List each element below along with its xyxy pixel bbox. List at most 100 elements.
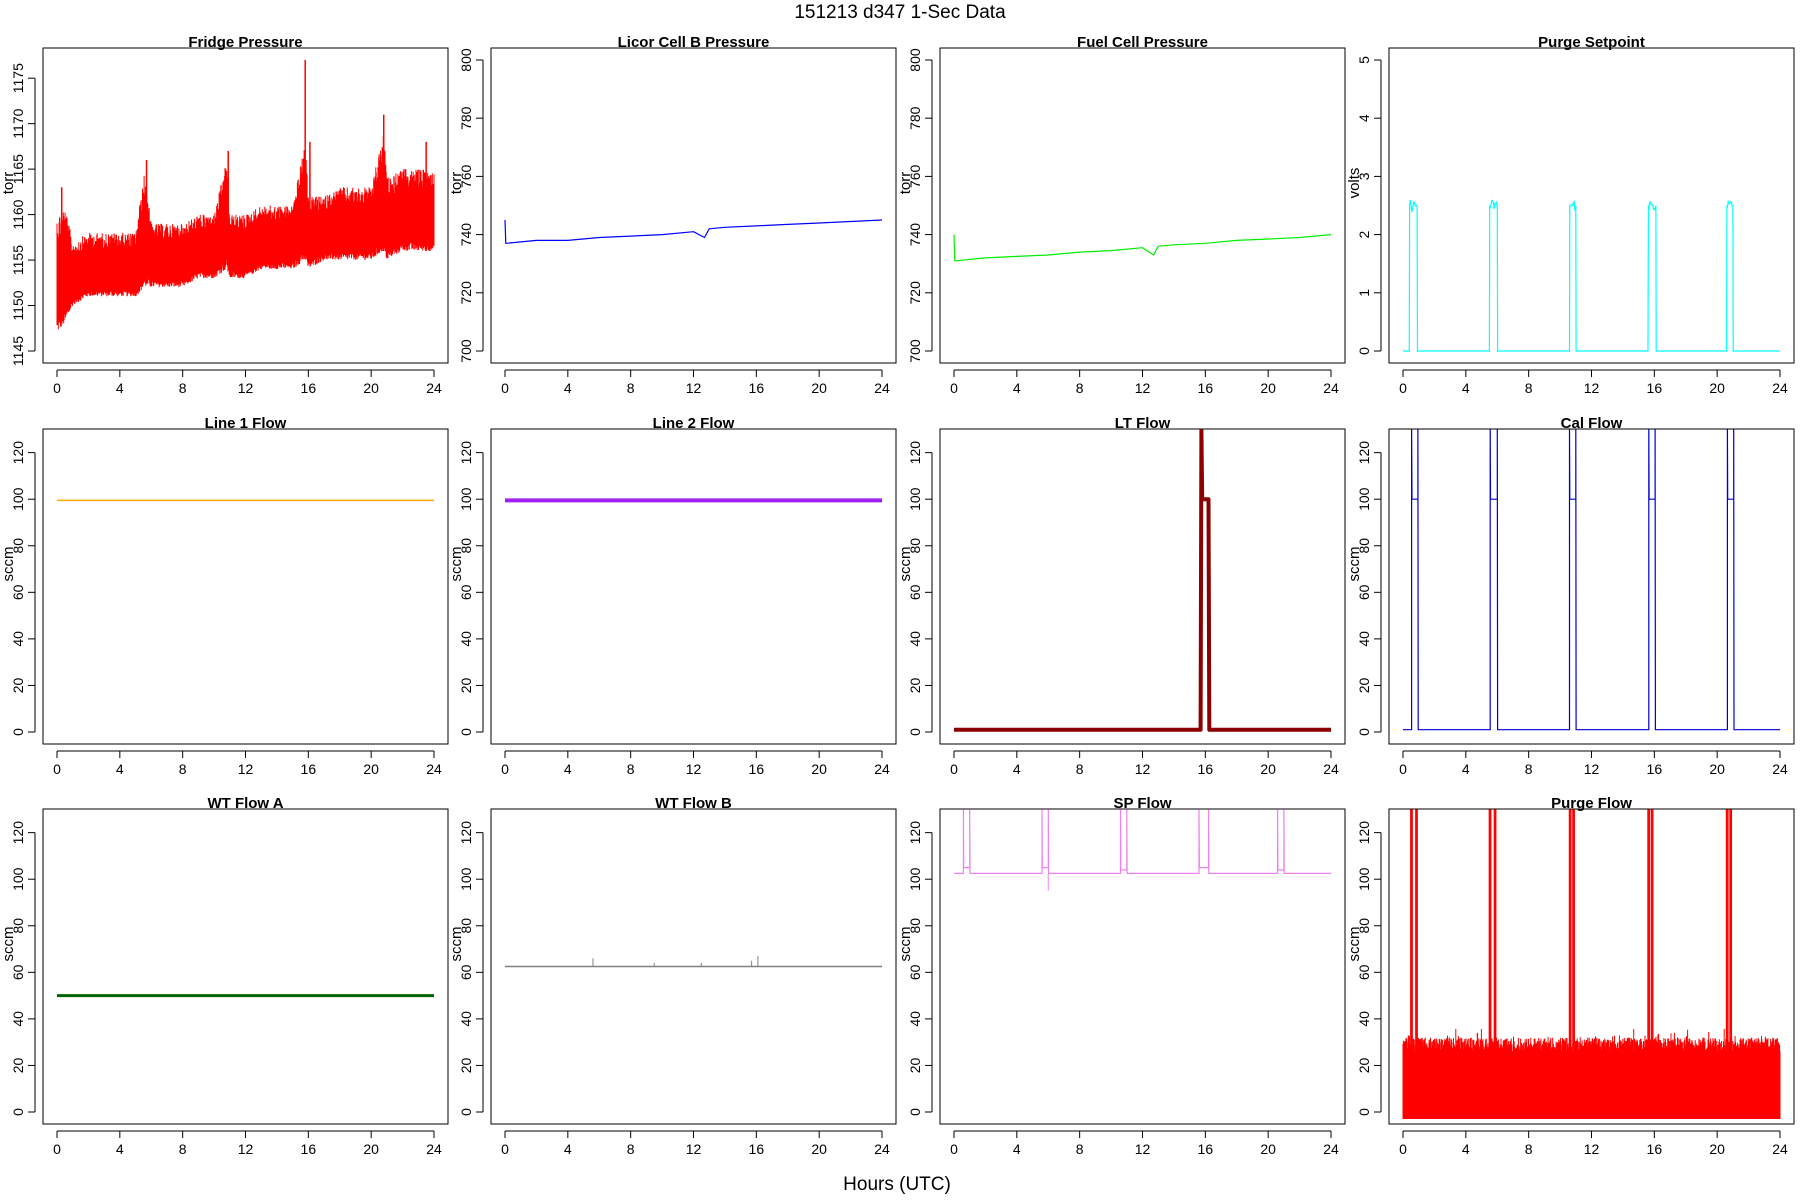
x-tick-label: 16 (1198, 1141, 1214, 1157)
y-tick-label: 1175 (10, 63, 26, 93)
x-tick-label: 20 (811, 761, 827, 777)
x-tick-label: 0 (1399, 1141, 1407, 1157)
x-tick-label: 0 (53, 761, 61, 777)
panel-frame (939, 47, 1346, 364)
series-band (56, 135, 435, 330)
x-tick-label: 16 (1647, 380, 1663, 396)
y-tick-label: 1145 (10, 336, 26, 366)
y-axis-label: sccm (448, 927, 465, 962)
x-tick-label: 4 (564, 761, 572, 777)
y-tick-label: 1 (1356, 289, 1372, 297)
panel-frame (939, 808, 1346, 1125)
y-tick-label: 1150 (10, 290, 26, 320)
y-tick-label: 20 (10, 1057, 26, 1073)
panel-7: Cal Flow 0 4 8 12 16 20 24 0 20 40 60 80 100 120 sccm (1346, 415, 1795, 777)
x-tick-label: 8 (1076, 761, 1084, 777)
x-tick-label: 16 (301, 761, 317, 777)
x-tick-label: 0 (950, 761, 958, 777)
y-tick-label: 80 (907, 538, 923, 554)
y-tick-label: 740 (458, 223, 474, 247)
x-tick-label: 0 (501, 761, 509, 777)
y-tick-label: 20 (458, 677, 474, 693)
panel-title: Cal Flow (1561, 415, 1623, 432)
y-tick-label: 40 (10, 631, 26, 647)
x-tick-label: 12 (1584, 1141, 1600, 1157)
y-tick-label: 80 (458, 538, 474, 554)
y-tick-label: 0 (907, 1108, 923, 1116)
x-tick-label: 4 (1013, 761, 1021, 777)
y-axis-label: sccm (1346, 927, 1363, 962)
x-tick-label: 16 (749, 380, 765, 396)
panel-title: WT Flow B (655, 795, 732, 812)
x-tick-label: 0 (950, 1141, 958, 1157)
x-tick-label: 8 (627, 380, 635, 396)
panel-frame (1388, 808, 1795, 1125)
panel-data (1403, 429, 1780, 731)
series-line (954, 809, 1331, 874)
x-tick-label: 4 (564, 1141, 572, 1157)
panel-data (56, 60, 435, 330)
x-tick-label: 0 (53, 1141, 61, 1157)
y-tick-label: 100 (1356, 487, 1372, 511)
panel-frame (1388, 428, 1795, 745)
figure-xlabel: Hours (UTC) (843, 1174, 951, 1195)
panel-data (954, 809, 1331, 891)
x-tick-label: 4 (1462, 761, 1470, 777)
y-tick-label: 0 (458, 1108, 474, 1116)
x-tick-label: 12 (238, 380, 254, 396)
y-tick-label: 100 (907, 487, 923, 511)
series-line (954, 429, 1331, 732)
y-tick-label: 80 (10, 918, 26, 934)
y-tick-label: 0 (10, 1108, 26, 1116)
x-tick-label: 0 (501, 380, 509, 396)
panel-frame (939, 428, 1346, 745)
y-tick-label: 0 (458, 728, 474, 736)
figure-title: 151213 d347 1-Sec Data (794, 2, 1006, 23)
y-tick-label: 60 (1356, 584, 1372, 600)
y-tick-label: 40 (10, 1011, 26, 1027)
x-tick-label: 24 (1772, 1141, 1788, 1157)
x-tick-label: 4 (1462, 380, 1470, 396)
panel-frame (1388, 47, 1795, 364)
x-tick-label: 24 (426, 1141, 442, 1157)
panel-title: Line 1 Flow (205, 415, 287, 432)
x-tick-label: 20 (1709, 761, 1725, 777)
panel-4: Line 1 Flow 0 4 8 12 16 20 24 0 20 40 60 80 100 120 scc… (0, 415, 449, 777)
x-tick-label: 24 (1323, 1141, 1339, 1157)
y-tick-label: 60 (1356, 964, 1372, 980)
x-tick-label: 12 (686, 761, 702, 777)
x-tick-label: 20 (1709, 380, 1725, 396)
y-tick-label: 720 (458, 281, 474, 305)
y-tick-label: 4 (1356, 114, 1372, 122)
x-tick-label: 12 (1584, 761, 1600, 777)
y-tick-label: 1165 (10, 154, 26, 184)
panel-2: Fuel Cell Pressure 0 4 8 12 16 20 24 700 720 740 76… (897, 34, 1346, 396)
y-axis-label: sccm (448, 547, 465, 582)
y-tick-label: 60 (458, 584, 474, 600)
panel-frame (490, 428, 897, 745)
x-tick-label: 8 (179, 1141, 187, 1157)
x-tick-label: 20 (1260, 380, 1276, 396)
x-tick-label: 16 (1647, 761, 1663, 777)
x-tick-label: 12 (686, 1141, 702, 1157)
y-tick-label: 3 (1356, 172, 1372, 180)
panel-data (1402, 809, 1781, 1119)
x-tick-label: 8 (1076, 380, 1084, 396)
panel-frame (490, 47, 897, 364)
x-tick-label: 16 (749, 1141, 765, 1157)
x-tick-label: 24 (1323, 761, 1339, 777)
y-tick-label: 40 (907, 1011, 923, 1027)
y-tick-label: 780 (458, 106, 474, 130)
x-tick-label: 24 (1323, 380, 1339, 396)
x-tick-label: 0 (1399, 761, 1407, 777)
x-tick-label: 4 (116, 380, 124, 396)
y-tick-label: 100 (907, 867, 923, 891)
y-axis-label: sccm (1346, 547, 1363, 582)
y-tick-label: 40 (907, 631, 923, 647)
x-tick-label: 24 (874, 1141, 890, 1157)
y-tick-label: 80 (10, 538, 26, 554)
series-line (1403, 429, 1780, 731)
y-tick-label: 120 (458, 441, 474, 465)
x-tick-label: 8 (1076, 1141, 1084, 1157)
x-tick-label: 0 (501, 1141, 509, 1157)
